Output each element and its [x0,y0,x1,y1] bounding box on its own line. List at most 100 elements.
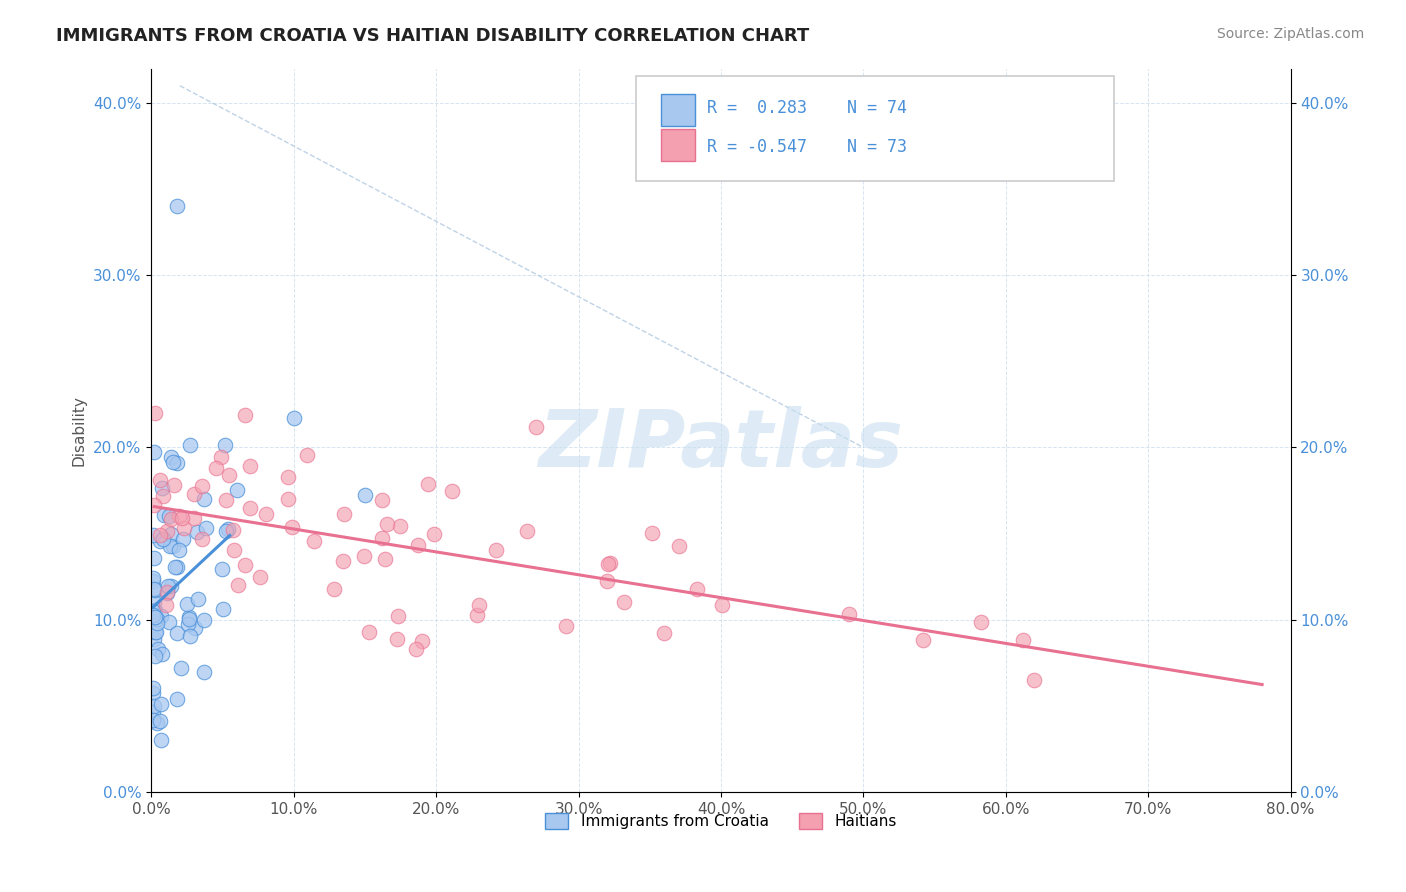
Point [838,607,860,621]
Point [142,571,165,585]
Point [193,665,215,680]
Point [142,713,165,727]
Point [440,484,463,499]
Point [150,481,173,495]
Point [143,406,166,420]
Point [195,521,218,535]
Point [211,602,233,616]
Point [375,516,398,531]
Point [215,524,238,538]
Point [468,599,491,613]
Point [149,533,172,548]
Point [685,582,707,597]
Point [193,613,215,627]
Y-axis label: Disability: Disability [72,395,86,466]
Point [149,473,172,487]
Point [177,616,200,631]
Point [283,410,305,425]
Point [215,493,238,508]
Point [596,574,619,588]
Point [406,538,429,552]
Point [353,549,375,564]
Point [1024,673,1046,687]
Point [172,533,194,547]
Point [143,583,166,598]
Point [186,525,208,540]
Point [711,598,734,612]
Point [159,450,181,465]
Point [596,557,619,571]
Point [142,445,165,459]
Point [142,608,165,623]
Point [411,634,433,648]
Point [193,491,215,506]
FancyBboxPatch shape [636,76,1114,181]
Point [254,508,277,522]
Point [281,520,304,534]
Point [159,539,181,553]
Point [146,616,169,631]
Point [217,522,239,536]
Text: R =  0.283    N = 74: R = 0.283 N = 74 [707,99,907,118]
Point [405,641,427,656]
Legend: Immigrants from Croatia, Haitians: Immigrants from Croatia, Haitians [540,806,903,835]
Point [422,526,444,541]
Point [235,558,257,572]
Point [152,532,174,546]
Point [239,459,262,474]
Point [224,542,246,557]
Point [970,615,993,629]
Point [145,612,167,626]
Point [167,509,190,524]
Point [149,528,172,542]
Point [332,554,354,568]
Point [162,539,184,553]
Point [235,408,257,422]
Point [159,512,181,526]
Point [613,595,636,609]
Point [143,698,166,713]
Point [465,608,488,623]
Point [142,632,165,647]
Point [359,625,381,640]
Point [166,199,188,213]
FancyBboxPatch shape [661,94,695,126]
Point [160,526,183,541]
Point [143,610,166,624]
Point [143,625,166,640]
Point [177,612,200,626]
Point [389,518,412,533]
Point [555,618,578,632]
Text: R = -0.547    N = 73: R = -0.547 N = 73 [707,137,907,155]
Point [599,556,621,570]
Point [387,608,409,623]
Point [142,551,165,566]
Point [150,647,173,661]
Point [249,570,271,584]
Point [179,438,201,452]
Point [485,542,508,557]
Point [142,706,165,720]
Point [142,528,165,542]
Point [277,491,299,506]
Point [225,483,247,497]
Point [142,686,165,700]
Point [332,507,354,521]
Point [152,489,174,503]
Point [222,523,245,537]
Point [142,603,165,617]
Point [302,534,325,549]
Point [277,469,299,483]
Point [143,499,166,513]
Point [183,487,205,501]
Point [155,598,177,612]
Point [166,559,188,574]
Point [156,585,179,599]
Point [179,629,201,643]
Point [167,543,190,558]
Text: ZIPatlas: ZIPatlas [538,406,904,483]
Point [143,648,166,663]
Point [170,661,193,675]
Point [191,532,214,546]
Point [156,524,179,538]
